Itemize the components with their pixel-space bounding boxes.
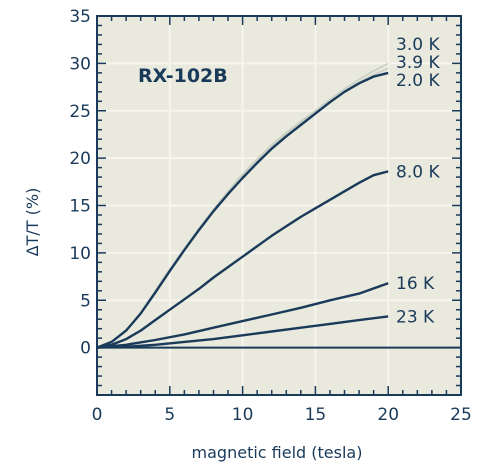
y-tick-label: 20 [69, 149, 91, 169]
x-tick-label: 10 [232, 405, 254, 425]
x-tick-label: 15 [305, 405, 327, 425]
series-label: 2.0 K [396, 71, 440, 91]
series-line [96, 170, 389, 349]
chart-title: RX-102B [138, 65, 228, 87]
x-axis-label: magnetic field (tesla) [192, 443, 363, 462]
series-line [96, 282, 389, 349]
x-tick-label: 20 [377, 405, 399, 425]
y-tick-label: 25 [69, 102, 91, 122]
y-tick-label: 15 [69, 197, 91, 217]
series-label: 3.0 K [396, 35, 440, 55]
y-tick-label: 35 [69, 7, 91, 27]
x-tick-label: 0 [92, 405, 103, 425]
series-label: 23 K [396, 307, 435, 327]
y-tick-label: 10 [69, 244, 91, 264]
series-label: 16 K [396, 274, 435, 294]
series-label: 3.9 K [396, 53, 440, 73]
series-label: 8.0 K [396, 162, 440, 182]
x-tick-label: 5 [164, 405, 175, 425]
y-tick-label: 0 [80, 339, 91, 359]
y-tick-label: 5 [80, 291, 91, 311]
y-tick-label: 30 [69, 54, 91, 74]
series-line [96, 315, 389, 349]
x-tick-label: 25 [450, 405, 472, 425]
y-axis-label: ΔT/T (%) [23, 188, 42, 257]
series-line [96, 71, 389, 349]
